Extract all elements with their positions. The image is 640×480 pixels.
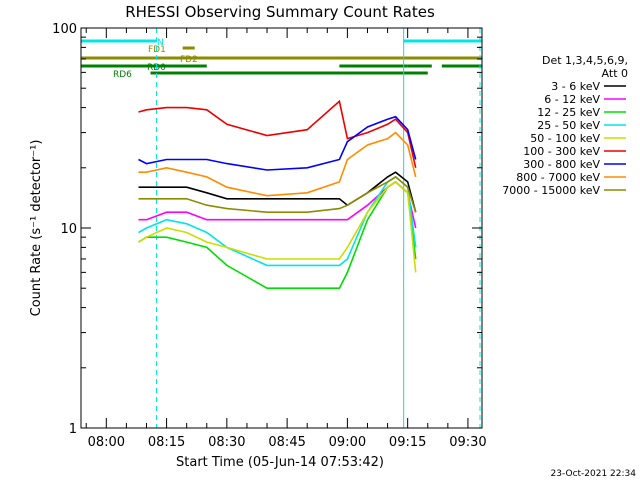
legend-entry-label: 50 - 100 keV [530,132,600,145]
x-tick-label: 08:45 [268,435,305,450]
series-line [138,115,417,171]
legend-header: Att 0 [602,67,628,80]
legend-entry-label: 300 - 800 keV [523,158,600,171]
flag-label-n: N [157,38,164,48]
legend-entry-label: 6 - 12 keV [544,93,600,106]
flag-label-rd6: RD6 [113,70,132,80]
series-line [138,180,417,290]
legend-entry-label: 100 - 300 keV [523,145,600,158]
time-markers [156,28,481,428]
y-axis: 1 10 100 [52,22,482,437]
x-tick-label: 08:00 [88,435,125,450]
x-axis-label: Start Time (05-Jun-14 07:53:42) [176,455,384,470]
series-line [138,171,417,213]
legend-entry-label: 3 - 6 keV [551,80,600,93]
x-tick-label: 08:30 [208,435,245,450]
flag-label-fd2: FD2 [180,55,198,65]
x-tick-label: 09:15 [389,435,426,450]
flag-bars: NFD1FD2RD0RD6 [81,38,482,80]
series-line [138,131,417,197]
x-tick-label: 08:15 [148,435,185,450]
plot-frame [80,27,483,429]
x-tick-label: 09:30 [449,435,486,450]
legend-entry-label: 12 - 25 keV [537,106,600,119]
series-line [138,180,417,273]
legend-entry-label: 7000 - 15000 keV [502,184,600,197]
chart-title: RHESSI Observing Summary Count Rates [125,3,435,21]
y-tick-label: 10 [60,222,77,237]
series-lines [138,99,417,290]
y-axis-label: Count Rate (s⁻¹ detector⁻¹) [29,140,44,317]
y-tick-label: 1 [69,422,77,437]
series-line [138,175,417,267]
series-line [138,175,417,213]
x-axis: 08:00 08:15 08:30 08:45 09:00 09:15 09:30 [85,28,487,450]
x-tick-label: 09:00 [329,435,366,450]
legend-header: Det 1,3,4,5,6,9, [542,54,628,67]
series-line [138,99,417,168]
legend-entry-label: 25 - 50 keV [537,119,600,132]
y-tick-label: 100 [52,22,77,37]
footer-date: 23-Oct-2021 22:34 [551,469,637,479]
legend-entry-label: 800 - 7000 keV [516,171,600,184]
